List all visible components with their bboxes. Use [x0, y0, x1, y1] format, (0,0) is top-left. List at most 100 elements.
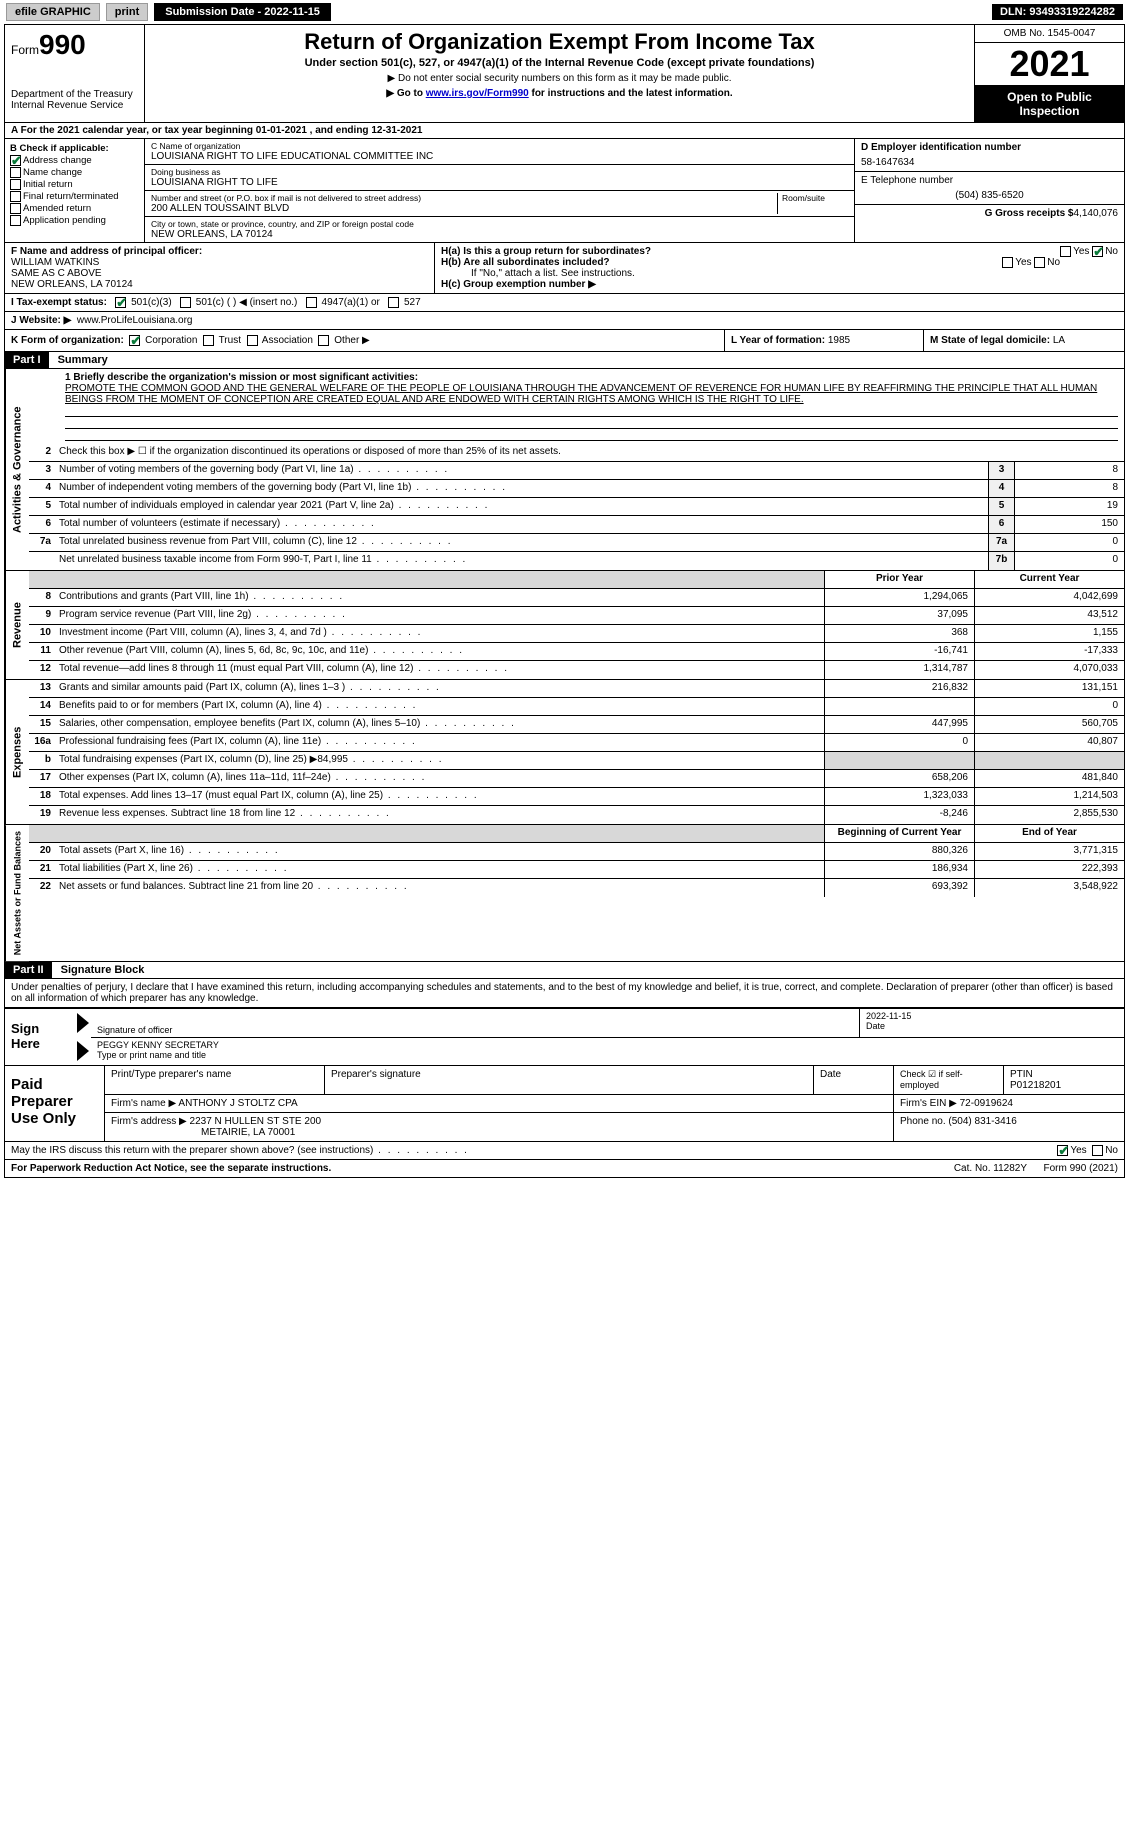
side-tab-governance: Activities & Governance [5, 369, 29, 570]
4947-checkbox[interactable] [306, 297, 317, 308]
ein-label: D Employer identification number [861, 142, 1118, 153]
col-d-e-g: D Employer identification number 58-1647… [854, 139, 1124, 242]
line-num: 18 [29, 788, 55, 805]
hc-row: H(c) Group exemption number ▶ [441, 279, 1118, 290]
col-h-group: H(a) Is this a group return for subordin… [435, 243, 1124, 293]
discuss-no: No [1105, 1146, 1118, 1157]
officer-name: WILLIAM WATKINS [11, 257, 428, 268]
checkbox-application[interactable] [10, 215, 21, 226]
line-num: 15 [29, 716, 55, 733]
gov-line-3: 3 Number of voting members of the govern… [29, 462, 1124, 480]
checkbox-amended[interactable] [10, 203, 21, 214]
501c-checkbox[interactable] [180, 297, 191, 308]
trust-checkbox[interactable] [203, 335, 214, 346]
form-990-num: 990 [39, 29, 86, 60]
line-num: 16a [29, 734, 55, 751]
line-current: 40,807 [974, 734, 1124, 751]
checkbox-final[interactable] [10, 191, 21, 202]
discuss-yes-checkbox[interactable] [1057, 1145, 1068, 1156]
line-current: 3,548,922 [974, 879, 1124, 897]
line-current [974, 752, 1124, 769]
line-desc: Other expenses (Part IX, column (A), lin… [55, 770, 824, 787]
col-b-header: B Check if applicable: [10, 143, 139, 154]
discuss-no-checkbox[interactable] [1092, 1145, 1103, 1156]
line-desc: Number of voting members of the governin… [55, 462, 988, 479]
col-prior-year: Prior Year [824, 571, 974, 588]
sig-officer-cell: Signature of officer [91, 1009, 860, 1037]
note-goto: ▶ Go to www.irs.gov/Form990 for instruct… [149, 88, 970, 99]
527-checkbox[interactable] [388, 297, 399, 308]
line-desc: Number of independent voting members of … [55, 480, 988, 497]
corp-checkbox[interactable] [129, 335, 140, 346]
line-prior: 37,095 [824, 607, 974, 624]
line-prior: 216,832 [824, 680, 974, 697]
check-final: Final return/terminated [10, 191, 139, 202]
officer-addr2: NEW ORLEANS, LA 70124 [11, 279, 428, 290]
line-11: 11 Other revenue (Part VIII, column (A),… [29, 643, 1124, 661]
expenses-body: 13 Grants and similar amounts paid (Part… [29, 680, 1124, 824]
row-j-website: J Website: ▶ www.ProLifeLouisiana.org [5, 312, 1124, 330]
tax-status-label: I Tax-exempt status: [11, 297, 107, 308]
check-address: Address change [10, 155, 139, 166]
efile-label: efile GRAPHIC [6, 3, 100, 21]
mission-block: 1 Briefly describe the organization's mi… [29, 369, 1124, 444]
opt-trust: Trust [219, 335, 241, 346]
officer-label: F Name and address of principal officer: [11, 246, 428, 257]
sig-officer-label: Signature of officer [97, 1025, 853, 1035]
rev-hdr-num [29, 571, 55, 588]
arrow-icon-1 [77, 1013, 89, 1033]
line-val: 8 [1014, 480, 1124, 497]
tax-year: 2021 [975, 43, 1124, 86]
prep-name-cell: Print/Type preparer's name [105, 1066, 325, 1094]
line-prior: 693,392 [824, 879, 974, 897]
ha-no-checkbox[interactable] [1092, 246, 1103, 257]
hb-yes-checkbox[interactable] [1002, 257, 1013, 268]
irs-link[interactable]: www.irs.gov/Form990 [426, 88, 529, 99]
officer-addr1: SAME AS C ABOVE [11, 268, 428, 279]
checkbox-initial[interactable] [10, 179, 21, 190]
gross-label: G Gross receipts $ [985, 208, 1074, 219]
line-8: 8 Contributions and grants (Part VIII, l… [29, 589, 1124, 607]
hb-no-checkbox[interactable] [1034, 257, 1045, 268]
side-tab-net-assets: Net Assets or Fund Balances [5, 825, 29, 961]
open-public-badge: Open to Public Inspection [975, 86, 1124, 122]
line-desc: Professional fundraising fees (Part IX, … [55, 734, 824, 751]
line-num: 21 [29, 861, 55, 878]
year-formation-value: 1985 [828, 335, 850, 346]
opt-other: Other ▶ [334, 335, 369, 346]
ha-yes-checkbox[interactable] [1060, 246, 1071, 257]
line-val: 0 [1014, 552, 1124, 570]
website-label: J Website: ▶ [11, 315, 71, 326]
line-desc: Contributions and grants (Part VIII, lin… [55, 589, 824, 606]
state-domicile-value: LA [1053, 335, 1065, 346]
net-assets-section: Net Assets or Fund Balances Beginning of… [5, 825, 1124, 962]
501c3-checkbox[interactable] [115, 297, 126, 308]
line-prior [824, 698, 974, 715]
submission-date-button[interactable]: Submission Date - 2022-11-15 [154, 3, 331, 21]
line-current: 131,151 [974, 680, 1124, 697]
opt-corp: Corporation [145, 335, 197, 346]
line-desc: Revenue less expenses. Subtract line 18 … [55, 806, 824, 824]
row-a-period: A For the 2021 calendar year, or tax yea… [5, 123, 1124, 139]
other-checkbox[interactable] [318, 335, 329, 346]
firm-ein-label: Firm's EIN ▶ [900, 1098, 957, 1109]
print-button[interactable]: print [106, 3, 148, 21]
ein-row: D Employer identification number 58-1647… [855, 139, 1124, 172]
hb-note: If "No," attach a list. See instructions… [441, 268, 1118, 279]
prep-row-2: Firm's name ▶ ANTHONY J STOLTZ CPA Firm'… [105, 1095, 1124, 1113]
opt-501c3: 501(c)(3) [131, 297, 172, 308]
line-current: 222,393 [974, 861, 1124, 878]
firm-name-value: ANTHONY J STOLTZ CPA [178, 1098, 297, 1109]
opt-501c: 501(c) ( ) ◀ (insert no.) [196, 297, 298, 308]
arrow-icon-2 [77, 1041, 89, 1061]
ha-label: H(a) Is this a group return for subordin… [441, 246, 651, 257]
prep-row-3: Firm's address ▶ 2237 N HULLEN ST STE 20… [105, 1113, 1124, 1141]
checkbox-address[interactable] [10, 155, 21, 166]
assoc-checkbox[interactable] [247, 335, 258, 346]
hb-row: H(b) Are all subordinates included? Yes … [441, 257, 1118, 268]
line-current: 0 [974, 698, 1124, 715]
checkbox-name[interactable] [10, 167, 21, 178]
ein-value: 58-1647634 [861, 157, 1118, 168]
line-num: 20 [29, 843, 55, 860]
line-desc: Total revenue—add lines 8 through 11 (mu… [55, 661, 824, 679]
